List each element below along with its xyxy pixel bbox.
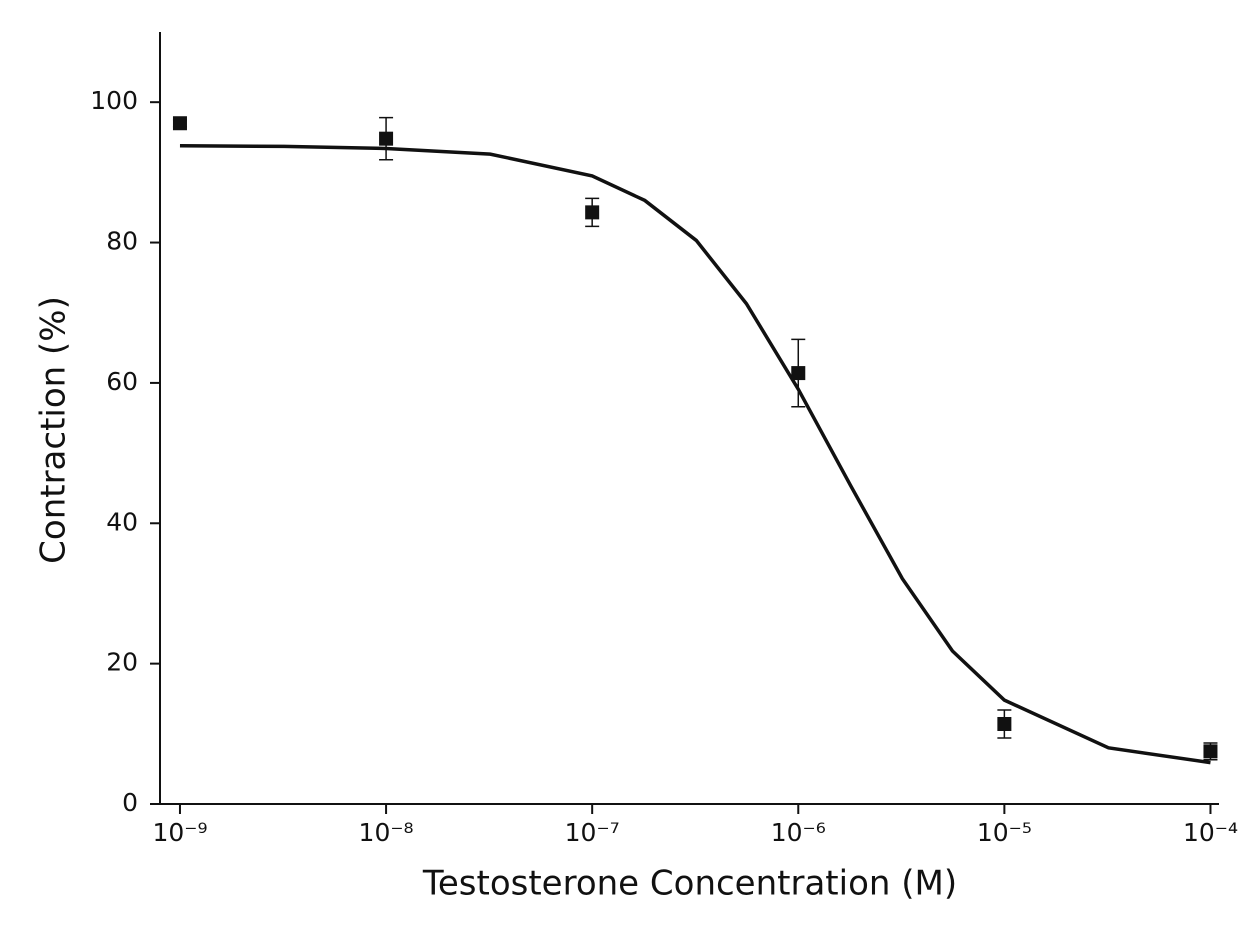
y-tick-label: 0 [122, 788, 138, 817]
y-tick-label: 100 [90, 86, 138, 115]
data-point [585, 205, 600, 220]
data-point [172, 116, 187, 131]
x-tick-label: 10⁻⁸ [359, 818, 414, 847]
y-axis-title: Contraction (%) [34, 296, 74, 564]
y-tick-label: 40 [106, 507, 138, 536]
fit-curve [179, 143, 1211, 765]
data-point [791, 366, 806, 381]
x-tick-label: 10⁻⁶ [771, 818, 826, 847]
data-point [1203, 744, 1218, 759]
data-point [997, 716, 1012, 731]
x-tick-label: 10⁻⁷ [565, 818, 620, 847]
x-tick-label: 10⁻⁵ [977, 818, 1032, 847]
x-tick-label: 10⁻⁹ [152, 818, 207, 847]
data-point [379, 131, 394, 146]
y-tick-label: 60 [106, 367, 138, 396]
x-axis-title: Testosterone Concentration (M) [422, 864, 957, 904]
y-tick-label: 80 [106, 227, 138, 256]
x-tick-label: 10⁻⁴ [1183, 818, 1238, 847]
y-tick-label: 20 [106, 648, 138, 677]
